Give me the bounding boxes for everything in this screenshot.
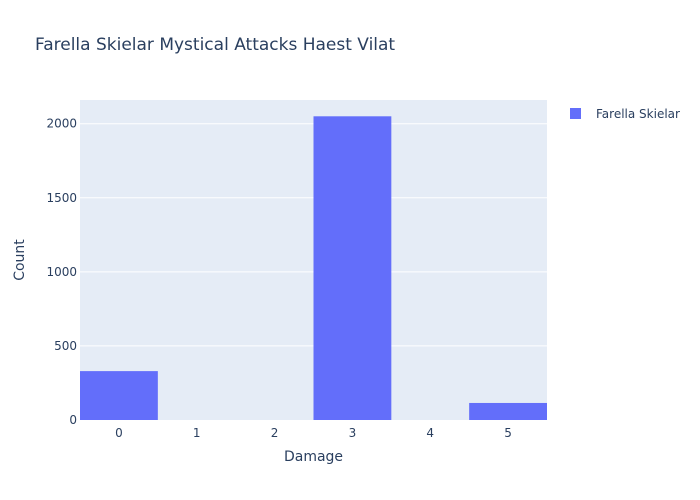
- y-tick-label: 0: [69, 413, 77, 427]
- x-tick-label: 4: [426, 426, 434, 440]
- x-axis-ticks: 0 1 2 3 4 5: [115, 426, 512, 440]
- y-tick-label: 500: [54, 339, 77, 353]
- y-tick-label: 1000: [46, 265, 77, 279]
- bar-damage-0[interactable]: [80, 371, 158, 420]
- bar-damage-5[interactable]: [469, 402, 547, 420]
- y-tick-label: 2000: [46, 117, 77, 131]
- bar-damage-3[interactable]: [313, 116, 392, 420]
- y-tick-label: 1500: [46, 191, 77, 205]
- y-axis-ticks: 0 500 1000 1500 2000: [46, 117, 77, 427]
- chart-title: Farella Skielar Mystical Attacks Haest V…: [35, 35, 395, 55]
- y-axis-title: Count: [12, 239, 28, 281]
- x-tick-label: 1: [193, 426, 201, 440]
- x-tick-label: 3: [349, 426, 357, 440]
- x-tick-label: 2: [271, 426, 279, 440]
- legend-label-farella-skielar: Farella Skielar: [596, 107, 680, 121]
- x-axis-title: Damage: [284, 449, 343, 465]
- x-tick-label: 0: [115, 426, 123, 440]
- bars: [80, 116, 547, 420]
- legend[interactable]: Farella Skielar: [570, 107, 680, 121]
- legend-swatch: [570, 108, 581, 119]
- x-tick-label: 5: [504, 426, 512, 440]
